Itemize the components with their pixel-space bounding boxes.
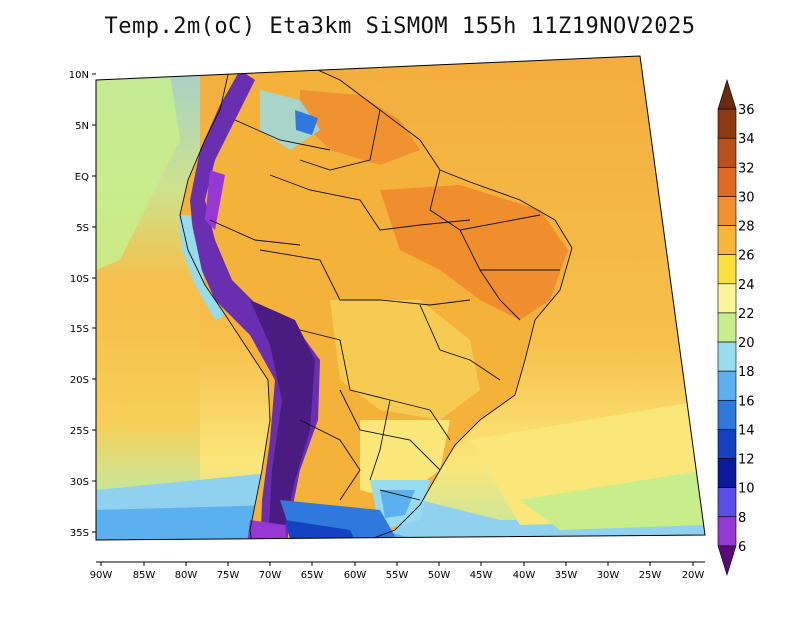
colorbar-swatch: [717, 167, 737, 197]
colorbar-label: 36: [738, 103, 755, 118]
lon-label: 75W: [217, 570, 240, 581]
colorbar-label: 34: [738, 132, 755, 147]
latitude-axis: 10N 5N EQ 5S 10S 15S 20S 25S 30S 35S: [69, 70, 96, 539]
lon-label: 25W: [639, 570, 662, 581]
lon-label: 65W: [301, 570, 324, 581]
colorbar-label: 18: [738, 365, 755, 380]
lat-label: 10S: [70, 274, 89, 285]
lat-label: EQ: [75, 172, 89, 183]
colorbar-label: 14: [738, 423, 755, 438]
map-frame: [95, 55, 706, 541]
lon-label: 35W: [555, 570, 578, 581]
colorbar-swatch: [717, 137, 737, 168]
lon-label: 30W: [597, 570, 620, 581]
lon-label: 60W: [344, 570, 367, 581]
colorbar-swatch: [717, 370, 737, 401]
lat-label: 35S: [70, 528, 89, 539]
colorbar-swatch: [717, 487, 737, 518]
colorbar-label: 8: [738, 511, 746, 526]
colorbar-swatch: [717, 225, 737, 256]
colorbar-label: 32: [738, 161, 755, 176]
colorbar-label: 28: [738, 220, 755, 235]
colorbar-label: 6: [738, 540, 746, 555]
colorbar-swatch: [717, 429, 737, 459]
lon-label: 45W: [470, 570, 493, 581]
colorbar-label: 10: [738, 482, 755, 497]
lon-label: 50W: [428, 570, 451, 581]
colorbar-swatch: [717, 458, 737, 488]
colorbar-top-arrow: [717, 78, 737, 110]
colorbar-label: 30: [738, 190, 755, 205]
lon-label: 90W: [90, 570, 113, 581]
lon-label: 70W: [259, 570, 282, 581]
colorbar-swatch: [717, 254, 737, 285]
colorbar-label: 16: [738, 394, 755, 409]
colorbar-swatch: [717, 283, 737, 314]
colorbar-label: 20: [738, 336, 755, 351]
lat-label: 25S: [70, 426, 89, 437]
lon-label: 55W: [386, 570, 409, 581]
colorbar-label: 24: [738, 278, 755, 293]
colorbar-swatch: [717, 312, 737, 343]
colorbar-swatch: [717, 399, 737, 430]
lat-label: 20S: [70, 375, 89, 386]
colorbar-swatch: [717, 196, 737, 226]
lat-label: 15S: [70, 324, 89, 335]
lon-label: 80W: [175, 570, 198, 581]
political-boundaries: [179, 61, 573, 540]
lon-label: 85W: [133, 570, 156, 581]
lat-label: 30S: [70, 477, 89, 488]
map-title: Temp.2m(oC) Eta3km SiSMOM 155h 11Z19NOV2…: [104, 14, 696, 39]
lon-label: 20W: [682, 570, 705, 581]
colorbar-swatch: [717, 108, 737, 139]
lon-label: 40W: [513, 570, 536, 581]
colorbar-swatch: [717, 341, 737, 372]
longitude-axis: 90W 85W 80W 75W 70W 65W 60W 55W 50W 45W …: [90, 561, 705, 581]
colorbar-label: 12: [738, 453, 755, 468]
colorbar-bottom-arrow: [717, 545, 737, 577]
colorbar-label: 22: [738, 307, 755, 322]
lat-label: 10N: [69, 70, 89, 81]
colorbar-swatch: [717, 516, 737, 547]
lat-label: 5S: [76, 223, 89, 234]
lat-label: 5N: [75, 121, 89, 132]
colorbar-label: 26: [738, 249, 755, 264]
colorbar: 36 34 32 30 28 26 24 22 20 18 16 14 12 10 8 6: [717, 78, 755, 577]
